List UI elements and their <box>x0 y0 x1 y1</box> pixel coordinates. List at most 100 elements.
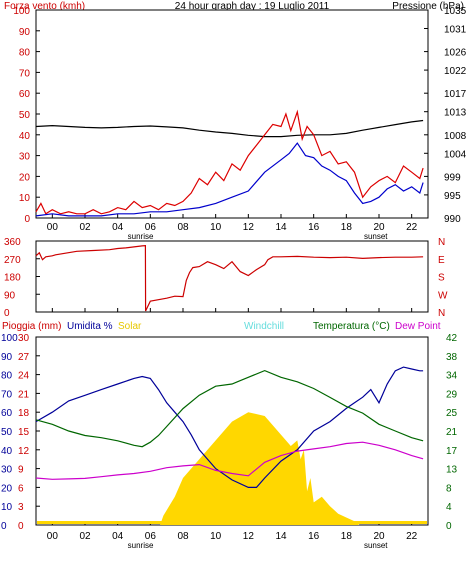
temperature-tick-label: 25 <box>446 408 458 419</box>
rain-label: Pioggia (mm) <box>2 321 61 332</box>
pressure-tick-label: 1022 <box>444 66 467 77</box>
sunrise-label: sunrise <box>128 232 154 241</box>
wind-tick-label: 0 <box>24 214 30 225</box>
wind-direction-panel: 0 N 90 W 180 S 270 E 360 N <box>4 237 448 319</box>
pressure-tick-label: 995 <box>444 191 461 202</box>
humidity-tick-label: 100 <box>1 333 18 344</box>
pressure-tick-label: 1031 <box>444 24 467 35</box>
temperature-tick-label: 38 <box>446 352 458 363</box>
wind-tick-label: 30 <box>19 152 31 163</box>
temperature-tick-label: 29 <box>446 389 458 400</box>
solar-baseline-strip <box>37 521 427 524</box>
compass-label: N <box>438 237 445 248</box>
windchill-label: Windchill <box>244 321 284 332</box>
rain-tick-label: 27 <box>18 352 30 363</box>
compass-label: N <box>438 308 445 319</box>
solar-area <box>36 412 424 525</box>
met-time-label: 08 <box>177 531 189 542</box>
rain-humidity-temperature-panel: Pioggia (mm) Umidita % Solar Windchill Tempe… <box>1 321 458 550</box>
humidity-tick-label: 10 <box>1 502 13 513</box>
temperature-tick-label: 13 <box>446 465 458 476</box>
compass-label: W <box>438 290 448 301</box>
temperature-tick-label: 17 <box>446 446 458 457</box>
wind-direction-line <box>35 245 424 312</box>
pressure-tick-label: 1008 <box>444 131 467 142</box>
time-tick-label: 12 <box>243 222 255 233</box>
met-time-label: 04 <box>112 531 124 542</box>
met-sunrise-label: sunrise <box>128 541 154 550</box>
rain-tick-label: 21 <box>18 389 30 400</box>
humidity-tick-label: 0 <box>1 521 7 532</box>
wind-gust-line <box>35 109 424 215</box>
humidity-line <box>35 366 424 488</box>
humidity-tick-label: 90 <box>1 352 13 363</box>
time-tick-label: 02 <box>79 222 91 233</box>
met-time-label: 16 <box>308 531 320 542</box>
pressure-tick-label: 999 <box>444 172 461 183</box>
rain-tick-label: 30 <box>18 333 30 344</box>
pressure-tick-label: 1035 <box>444 6 467 17</box>
rain-tick-label: 6 <box>18 483 24 494</box>
met-time-label: 14 <box>275 531 287 542</box>
pressure-line <box>35 119 424 138</box>
rain-tick-label: 15 <box>18 427 30 438</box>
wind-axis-label: Forza vento (kmh) <box>4 1 85 12</box>
temperature-tick-label: 0 <box>446 521 452 532</box>
temperature-tick-label: 21 <box>446 427 458 438</box>
wind-tick-label: 50 <box>19 110 31 121</box>
temperature-tick-label: 42 <box>446 333 458 344</box>
sunset-label: sunset <box>364 232 388 241</box>
rain-tick-label: 12 <box>18 446 30 457</box>
time-tick-label: 10 <box>210 222 222 233</box>
temperature-tick-label: 4 <box>446 502 452 513</box>
dewpoint-label: Dew Point <box>395 321 441 332</box>
met-time-label: 02 <box>79 531 91 542</box>
met-time-label: 12 <box>243 531 255 542</box>
time-tick-label: 04 <box>112 222 124 233</box>
humidity-tick-label: 30 <box>1 465 13 476</box>
met-sunset-label: sunset <box>364 541 388 550</box>
time-tick-label: 08 <box>177 222 189 233</box>
pressure-tick-label: 1013 <box>444 108 467 119</box>
humidity-tick-label: 20 <box>1 483 13 494</box>
pressure-tick-label: 1017 <box>444 89 467 100</box>
direction-tick-label: 270 <box>4 255 21 266</box>
met-time-label: 20 <box>373 531 385 542</box>
pressure-tick-label: 1004 <box>444 149 467 160</box>
wind-tick-label: 80 <box>19 48 31 59</box>
wind-tick-label: 90 <box>19 27 31 38</box>
direction-tick-label: 0 <box>4 308 10 319</box>
wind-tick-label: 10 <box>19 193 31 204</box>
humidity-tick-label: 70 <box>1 389 13 400</box>
rain-tick-label: 24 <box>18 371 30 382</box>
rain-tick-label: 0 <box>18 521 24 532</box>
wind-speed-line <box>35 142 424 217</box>
met-time-label: 18 <box>341 531 353 542</box>
humidity-label: Umidita % <box>67 321 113 332</box>
temperature-tick-label: 8 <box>446 483 452 494</box>
direction-tick-label: 360 <box>4 237 21 248</box>
wind-tick-label: 70 <box>19 68 31 79</box>
temperature-tick-label: 34 <box>446 371 458 382</box>
humidity-tick-label: 50 <box>1 427 13 438</box>
temperature-label: Temperatura (°C) <box>313 321 390 332</box>
compass-label: E <box>438 255 445 266</box>
pressure-tick-label: 990 <box>444 214 461 225</box>
time-tick-label: 00 <box>47 222 59 233</box>
wind-tick-label: 100 <box>13 6 30 17</box>
wind-tick-label: 20 <box>19 172 31 183</box>
wind-tick-label: 40 <box>19 131 31 142</box>
rain-tick-label: 3 <box>18 502 24 513</box>
wind-tick-label: 60 <box>19 89 31 100</box>
time-tick-label: 14 <box>275 222 287 233</box>
direction-tick-label: 90 <box>4 290 16 301</box>
rain-tick-label: 9 <box>18 465 24 476</box>
dewpoint-line <box>35 441 424 480</box>
time-tick-label: 16 <box>308 222 320 233</box>
humidity-tick-label: 60 <box>1 408 13 419</box>
compass-label: S <box>438 273 445 284</box>
met-time-label: 10 <box>210 531 222 542</box>
temperature-line <box>35 369 424 448</box>
